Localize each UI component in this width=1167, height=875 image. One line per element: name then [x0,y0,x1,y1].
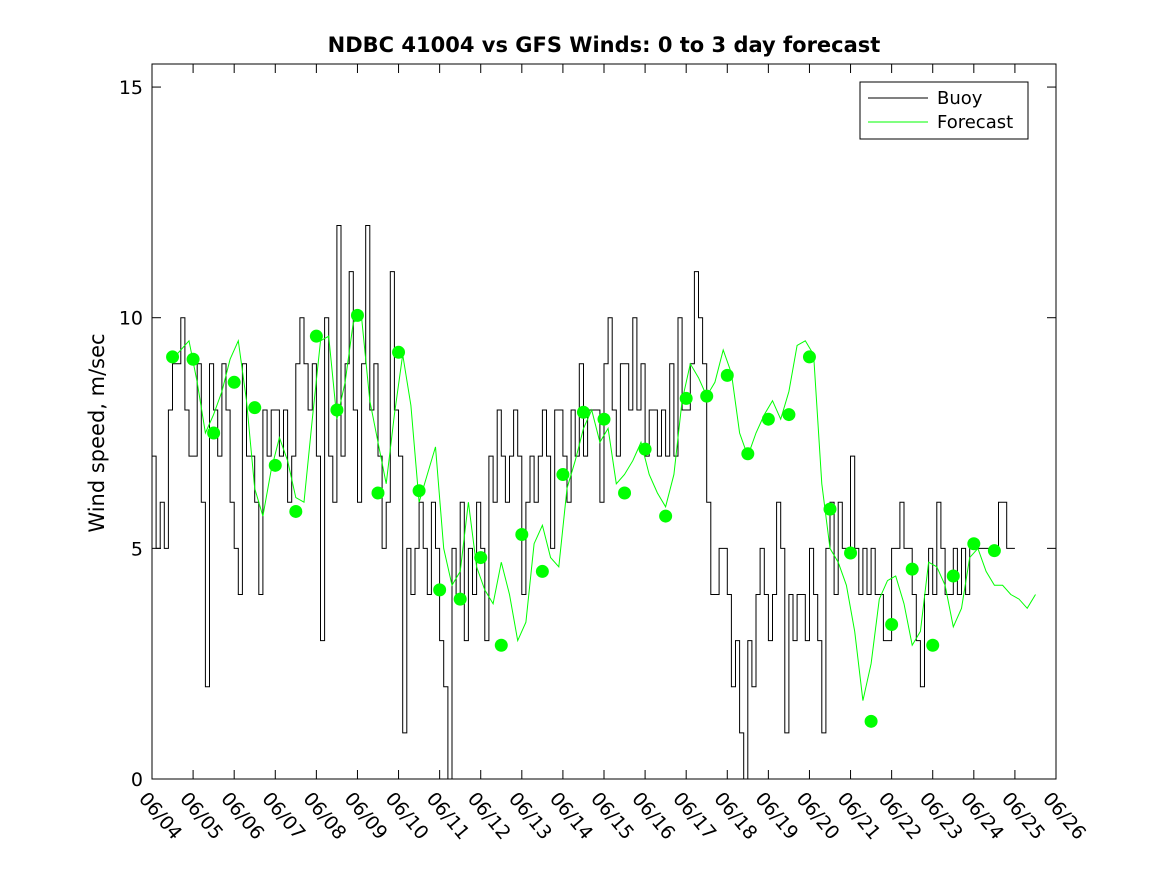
forecast-dot [535,564,549,578]
forecast-dot [967,537,981,551]
forecast-dot [166,350,180,364]
forecast-dot [392,345,406,359]
chart-title: NDBC 41004 vs GFS Winds: 0 to 3 day fore… [328,33,881,57]
forecast-dot [474,551,488,565]
forecast-dot [679,391,693,405]
forecast-dot [864,714,878,728]
y-axis-label: Wind speed, m/sec [85,333,109,532]
forecast-dot [412,484,426,498]
forecast-dot [905,562,919,576]
forecast-dot [350,308,364,322]
forecast-dot [186,352,200,366]
forecast-dot [926,638,940,652]
forecast-dot [782,408,796,422]
forecast-dot [946,569,960,583]
plot-area [152,225,1036,780]
forecast-dot [207,426,221,440]
forecast-dot [289,504,303,518]
forecast-dot [638,442,652,456]
forecast-dot [720,368,734,382]
forecast-dot [556,468,570,482]
y-tick-label: 0 [131,769,143,791]
legend-label-buoy: Buoy [937,88,983,109]
forecast-dot [618,486,632,500]
forecast-dot [576,405,590,419]
forecast-dot [844,546,858,560]
legend: Buoy Forecast [859,81,1029,140]
forecast-dot [659,509,673,523]
y-tick-label: 10 [119,308,143,330]
plot-frame [151,63,1057,780]
series-line-forecast [172,316,1036,701]
forecast-dot [309,329,323,343]
forecast-dot [371,486,385,500]
forecast-dot [453,592,467,606]
legend-box [859,81,1029,140]
forecast-dot [597,412,611,426]
forecast-dot [227,375,241,389]
y-tick-label: 15 [119,77,143,99]
series-line-buoy [152,225,1015,780]
forecast-dot [700,389,714,403]
forecast-dot [433,583,447,597]
forecast-dot [515,528,529,542]
forecast-dot [761,412,775,426]
forecast-dot [268,458,282,472]
legend-label-forecast: Forecast [937,112,1013,133]
forecast-dot [802,350,816,364]
y-tick-label: 5 [131,538,143,560]
forecast-dot [248,401,262,415]
forecast-dot [741,447,755,461]
forecast-dot [494,638,508,652]
forecast-dot [330,403,344,417]
forecast-dot [987,544,1001,558]
forecast-dot [885,617,899,631]
forecast-dot [823,502,837,516]
